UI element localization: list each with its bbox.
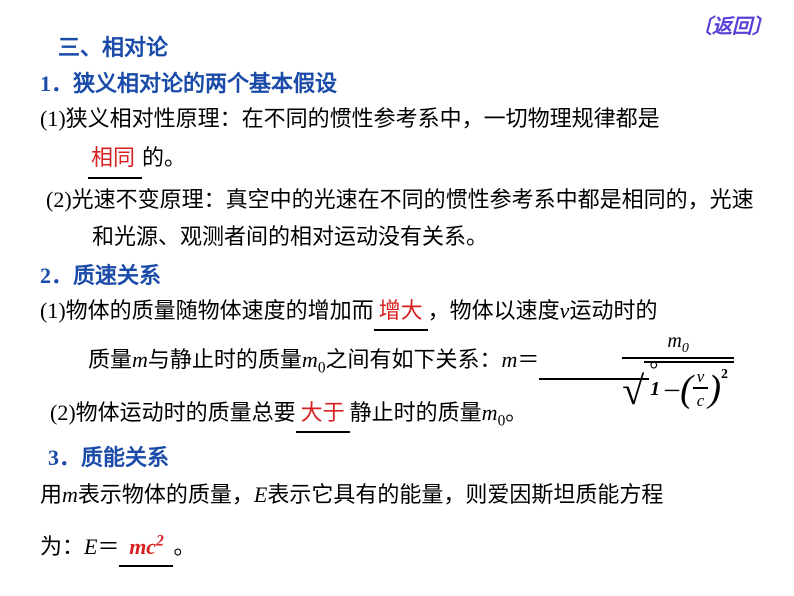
blank-3: 大于 <box>296 394 350 433</box>
sub1-p2: (2)光速不变原理：真空中的光速在不同的惯性参考系中都是相同的，光速和光源、观测… <box>40 181 764 256</box>
f-v: v <box>693 367 709 389</box>
sub1-p1-prefix: (1)狭义相对性原理：在不同的惯性参考系中，一切物理规律都是 <box>40 106 660 131</box>
f-c: c <box>693 389 709 411</box>
sub1-p1: (1)狭义相对性原理：在不同的惯性参考系中，一切物理规律都是 <box>40 100 764 137</box>
sub2-p2a: (2)物体运动时的质量总要 <box>50 400 296 425</box>
f-num-zero: 0 <box>682 341 689 356</box>
f-sq: 2 <box>721 367 728 383</box>
f-num-m: m <box>667 330 681 352</box>
mc-sq: 2 <box>156 532 164 549</box>
blank-4: mc2 <box>119 528 173 567</box>
radicand: 1 － ( v c ) 2 <box>644 361 734 411</box>
sub3-heading: 3．质能关系 <box>48 440 764 472</box>
f-minus: － <box>660 375 680 404</box>
sub2-p1d: 质量 <box>88 347 132 372</box>
var-E-2: E <box>84 534 97 559</box>
back-link[interactable]: 〔返回〕 <box>692 10 772 39</box>
blank-1: 相同 <box>88 139 142 178</box>
mass-formula: m0 √ 1 － ( v c ) 2 <box>622 330 734 411</box>
sub2-p1c: 运动时的 <box>569 298 657 323</box>
sub2-p2b: 静止时的质量 <box>350 400 482 425</box>
lparen: ( <box>680 374 693 404</box>
sub1-p1-suffix: 的。 <box>142 145 186 170</box>
period-3: 。 <box>173 534 195 559</box>
sub3-p1b: 表示物体的质量， <box>78 482 254 507</box>
var-m0-2: m <box>482 400 498 425</box>
sub2-p1e: 与静止时的质量 <box>148 347 302 372</box>
sub3-p1a: 用 <box>40 482 62 507</box>
rparen: ) <box>708 374 721 404</box>
sub2-p1b: ，物体以速度 <box>428 298 560 323</box>
var-v: v <box>560 298 570 323</box>
sub2-p1a: (1)物体的质量随物体速度的增加而 <box>40 298 374 323</box>
sub3-p2: 为：E＝ mc2 。 <box>40 528 764 567</box>
var-m: m <box>132 347 148 372</box>
fill-4: mc2 <box>129 534 164 559</box>
period-2: 。 <box>505 400 527 425</box>
bracket-open: 〔 <box>692 16 712 38</box>
back-text: 返回 <box>712 16 752 38</box>
blank-2: 增大 <box>374 292 428 331</box>
sub1-p2-text: (2)光速不变原理：真空中的光速在不同的惯性参考系中都是相同的，光速和光源、观测… <box>46 181 764 256</box>
var-m-3: m <box>62 482 78 507</box>
var-E: E <box>254 482 267 507</box>
sub-zero-1: 0 <box>318 359 326 376</box>
var-m0: m <box>302 347 318 372</box>
equals-2: ＝ <box>97 534 119 559</box>
var-m-eq: m <box>502 347 518 372</box>
sub2-p1f: 之间有如下关系： <box>326 347 502 372</box>
sub1-heading: 1．狭义相对论的两个基本假设 <box>40 66 764 98</box>
radical-sign: √ <box>622 371 644 411</box>
mc: mc <box>129 534 156 559</box>
section-title: 三、相对论 <box>58 30 764 62</box>
sub1-p1-line2: 相同的。 <box>40 139 764 178</box>
sub3-p1c: 表示它具有的能量，则爱因斯坦质能方程 <box>267 482 663 507</box>
fill-1: 相同 <box>91 145 135 170</box>
sub2-heading: 2．质速关系 <box>40 258 764 290</box>
f-one: 1 <box>650 378 660 401</box>
sub2-p1-line1: (1)物体的质量随物体速度的增加而增大，物体以速度v运动时的 <box>40 292 764 331</box>
bracket-close: 〕 <box>752 16 772 38</box>
equals-1: ＝ <box>517 347 539 372</box>
sub3-p1: 用m表示物体的质量，E表示它具有的能量，则爱因斯坦质能方程 <box>40 476 764 513</box>
fill-2: 增大 <box>379 298 423 323</box>
fill-3: 大于 <box>301 400 345 425</box>
sub3-p2a: 为： <box>40 534 84 559</box>
